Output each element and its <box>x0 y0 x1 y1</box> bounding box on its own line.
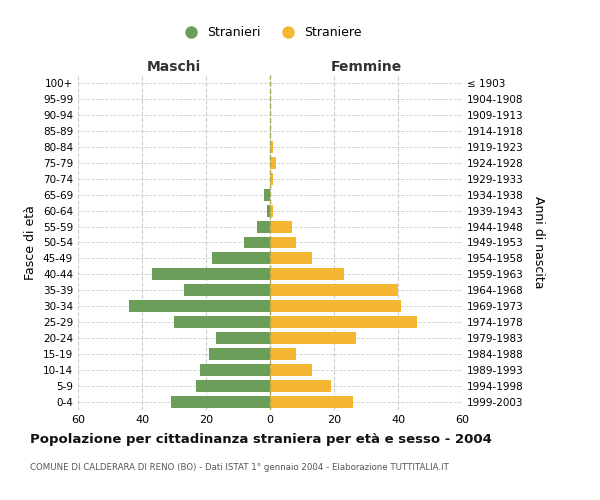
Text: Popolazione per cittadinanza straniera per età e sesso - 2004: Popolazione per cittadinanza straniera p… <box>30 432 492 446</box>
Bar <box>184 284 270 296</box>
Text: Maschi: Maschi <box>147 60 201 74</box>
Bar <box>267 204 270 216</box>
Bar <box>200 364 270 376</box>
Bar <box>270 284 398 296</box>
Bar <box>270 157 277 168</box>
Bar <box>215 332 270 344</box>
Text: Femmine: Femmine <box>331 60 401 74</box>
Bar <box>270 172 273 184</box>
Bar <box>196 380 270 392</box>
Legend: Stranieri, Straniere: Stranieri, Straniere <box>173 21 367 44</box>
Bar <box>152 268 270 280</box>
Bar <box>270 300 401 312</box>
Bar <box>270 252 311 264</box>
Bar <box>270 396 353 408</box>
Bar <box>209 348 270 360</box>
Text: COMUNE DI CALDERARA DI RENO (BO) - Dati ISTAT 1° gennaio 2004 - Elaborazione TUT: COMUNE DI CALDERARA DI RENO (BO) - Dati … <box>30 462 449 471</box>
Bar <box>263 188 270 200</box>
Bar <box>270 141 273 153</box>
Bar <box>212 252 270 264</box>
Bar <box>171 396 270 408</box>
Bar <box>270 380 331 392</box>
Bar <box>270 348 296 360</box>
Bar <box>244 236 270 248</box>
Y-axis label: Fasce di età: Fasce di età <box>25 205 37 280</box>
Bar <box>270 364 311 376</box>
Bar <box>270 236 296 248</box>
Bar <box>270 204 273 216</box>
Bar <box>270 332 356 344</box>
Y-axis label: Anni di nascita: Anni di nascita <box>532 196 545 289</box>
Bar <box>257 220 270 232</box>
Bar <box>270 316 417 328</box>
Bar <box>129 300 270 312</box>
Bar <box>270 268 344 280</box>
Bar <box>174 316 270 328</box>
Bar <box>270 220 292 232</box>
